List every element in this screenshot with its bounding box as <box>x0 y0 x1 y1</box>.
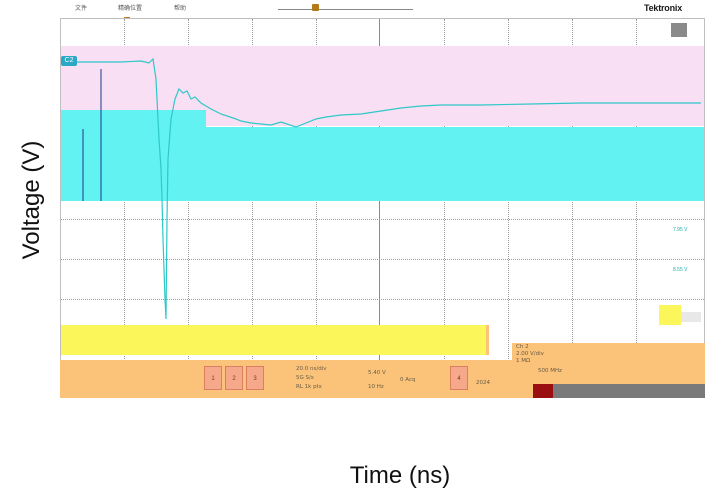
samplerate-readout: 5G S/s <box>296 375 314 381</box>
channel-button-1[interactable]: 1 <box>204 366 222 390</box>
position-track <box>278 9 413 10</box>
trigger-level-readout: 5.40 V <box>368 370 386 376</box>
menu-help[interactable]: 帮助 <box>174 5 187 12</box>
channel-panel-title: Ch 2 <box>516 344 529 350</box>
zoom-icon[interactable] <box>681 312 701 322</box>
corner-menu-icon[interactable] <box>671 23 687 37</box>
tektronix-logo: Tektronix <box>643 3 682 13</box>
recordlength-readout: RL 1k pts <box>296 384 322 390</box>
channel-button-3[interactable]: 3 <box>246 366 264 390</box>
scope-display: C2 7.95 V 8.55 V <box>60 18 705 396</box>
position-marker-icon[interactable] <box>312 4 319 11</box>
level-marker[interactable] <box>659 305 681 325</box>
status-bar <box>553 384 705 398</box>
menu-bar: 文件 精确位置 帮助 Tektronix <box>60 0 700 16</box>
channel-badge[interactable]: C2 <box>61 56 77 66</box>
channel-bandwidth: 500 MHz <box>538 368 563 374</box>
voltage-tick: 8.55 V <box>673 267 688 273</box>
frequency-readout: 10 Hz <box>368 384 384 390</box>
channel-button-4[interactable]: 4 <box>450 366 468 390</box>
channel-button-2[interactable]: 2 <box>225 366 243 390</box>
timebase-readout: 20.0 ns/div <box>296 366 327 372</box>
status-block <box>533 384 553 398</box>
menu-position[interactable]: 精确位置 <box>118 5 143 12</box>
voltage-tick: 7.95 V <box>673 227 688 233</box>
x-axis-label: Time (ns) <box>349 462 451 489</box>
overlay-yellow-region <box>61 325 486 355</box>
acquisition-readout: 0 Acq <box>400 377 416 383</box>
date-label: 2024 <box>476 380 490 386</box>
channel-impedance: 1 MΩ <box>516 358 531 364</box>
menu-file[interactable]: 文件 <box>75 5 88 12</box>
channel-scale: 2.00 V/div <box>516 351 544 357</box>
y-axis-label: Voltage (V) <box>18 140 45 260</box>
waveform-trace <box>77 57 701 320</box>
